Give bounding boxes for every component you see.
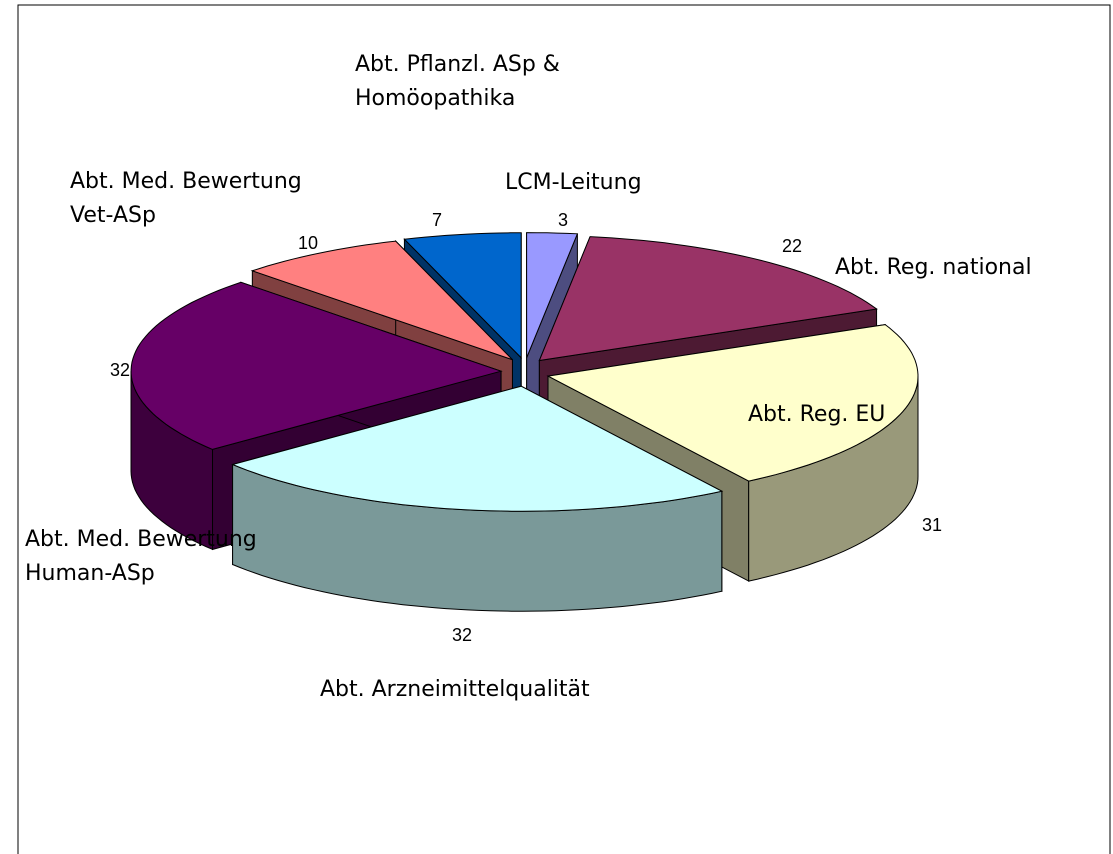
slice-top — [526, 232, 579, 358]
category-label: Abt. Med. Bewertung Human-ASp — [25, 527, 257, 586]
category-label: Abt. Med. Bewertung Vet-ASp — [70, 169, 302, 228]
value-label: 7 — [432, 210, 443, 230]
category-label: LCM-Leitung — [505, 170, 642, 195]
slice-top — [130, 281, 503, 450]
slice-top — [250, 240, 513, 361]
value-label: 22 — [782, 236, 803, 256]
value-label: 10 — [298, 233, 319, 253]
category-label: Abt. Pflanzl. ASp & Homöopathika — [355, 52, 560, 111]
chart-frame — [17, 4, 1111, 854]
value-label: 31 — [922, 515, 943, 535]
slice-top — [538, 236, 878, 362]
value-label: 3 — [558, 210, 569, 230]
category-label: Abt. Reg. EU — [748, 402, 886, 427]
slice-top — [546, 324, 919, 482]
slice-top — [231, 385, 724, 512]
value-label: 32 — [452, 625, 473, 645]
value-label: 32 — [110, 360, 131, 380]
slice-top — [403, 232, 522, 360]
category-label: Abt. Arzneimittelqualität — [320, 677, 590, 702]
category-label: Abt. Reg. national — [835, 255, 1032, 280]
